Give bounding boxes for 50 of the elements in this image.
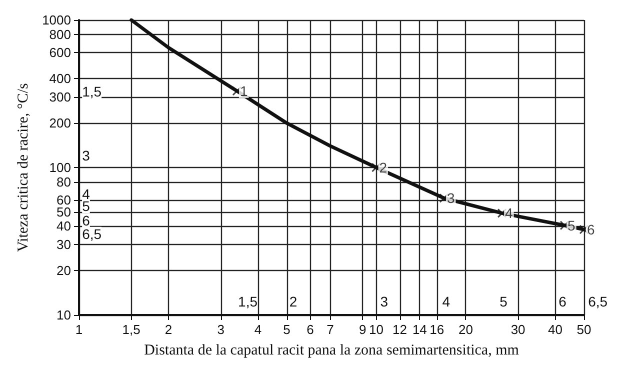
annotation: 2 (379, 160, 388, 176)
annotation: 6,5 (82, 226, 102, 242)
y-tick-label: 600 (49, 45, 71, 60)
annotation: 2 (289, 294, 298, 310)
x-tick-label: 40 (548, 322, 562, 337)
x-axis-title: Distanta de la capatul racit pana la zona semimartensitica, mm (144, 342, 520, 358)
x-tick-label: 4 (254, 322, 262, 337)
x-tick-label: 6 (306, 322, 314, 337)
y-tick-label: 10 (56, 308, 71, 322)
annotation: 4 (505, 205, 514, 222)
x-tick-label: 10 (369, 322, 384, 337)
x-tick-label: 9 (359, 322, 366, 337)
y-axis-title: Viteza critica de racire, °C/s (16, 82, 32, 252)
annotation: 3 (380, 294, 388, 310)
annotation: 3 (82, 148, 90, 164)
x-tick-label: 1,5 (122, 322, 140, 337)
annotation: 6 (82, 212, 90, 229)
x-tick-label: 2 (164, 322, 172, 337)
y-tick-label: 400 (49, 71, 71, 86)
y-tick-label: 800 (49, 26, 71, 42)
x-tick-label: 7 (326, 322, 334, 337)
annotation: 6 (558, 294, 567, 310)
y-tick-label: 80 (56, 174, 71, 190)
y-tick-label: 1000 (42, 12, 71, 28)
x-tick-label: 14 (412, 322, 427, 337)
y-tick-label: 300 (49, 90, 71, 105)
annotation: 4 (82, 186, 90, 202)
text: 6,5 (588, 294, 608, 310)
annotation: 5 (500, 294, 508, 310)
x-tick-label: 50 (576, 322, 592, 337)
annotation: 1,5 (82, 84, 102, 100)
y-tick-label: 40 (56, 218, 71, 234)
x-tick-label: 1 (75, 322, 83, 337)
y-tick-label: 20 (56, 263, 71, 278)
y-tick-label: 100 (49, 160, 71, 175)
annotation: 1 (240, 83, 248, 100)
x-tick-label: 16 (430, 322, 444, 337)
annotation: 6 (587, 221, 595, 238)
annotation: 3 (446, 190, 455, 206)
y-tick-label: 30 (56, 237, 71, 252)
y-tick-label: 200 (49, 116, 71, 131)
annotation: 5 (82, 198, 90, 214)
annotation: 1,5 (238, 294, 258, 310)
x-tick-label: 20 (458, 322, 473, 337)
x-tick-label: 3 (217, 322, 224, 337)
annotation: 5 (568, 217, 576, 234)
x-tick-label: 12 (392, 322, 408, 337)
x-tick-label: 5 (283, 322, 290, 337)
x-tick-label: 30 (510, 322, 526, 337)
annotation: 4 (442, 294, 450, 310)
